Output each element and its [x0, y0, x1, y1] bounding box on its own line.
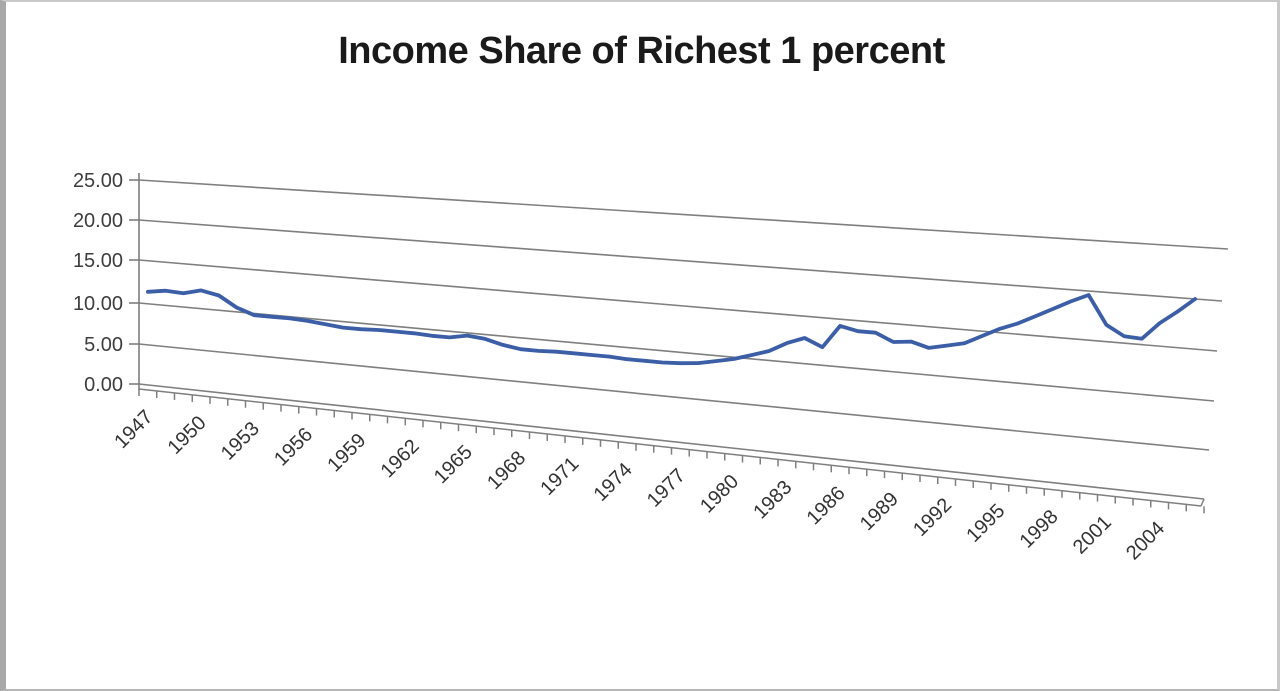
gridline-15 — [138, 259, 1218, 352]
x-tick-label: 1992 — [909, 494, 956, 541]
floor-front-edge — [138, 388, 1202, 507]
x-tick-label: 1998 — [1016, 506, 1063, 553]
x-tick-label: 1971 — [536, 453, 583, 500]
gridline-10 — [138, 302, 1215, 402]
income-share-line-series — [146, 288, 1197, 366]
chart-title: Income Share of Richest 1 percent — [338, 30, 945, 72]
gridline-5 — [138, 343, 1210, 451]
x-tick-label: 1959 — [323, 429, 370, 476]
gridline-25 — [138, 179, 1229, 250]
y-tick-label: 20.00 — [73, 210, 123, 232]
y-tick-label: 15.00 — [73, 250, 123, 272]
x-tick-label: 1947 — [110, 406, 157, 453]
x-tick-label: 2004 — [1122, 517, 1169, 564]
x-tick-label: 1962 — [377, 435, 424, 482]
x-tick-label: 1965 — [430, 441, 477, 488]
x-tick-label: 1974 — [590, 459, 637, 506]
y-axis — [129, 173, 140, 390]
chart-canvas: 25.00 20.00 15.00 10.00 5.00 0.00 1947 1950 1953… — [73, 170, 1229, 564]
x-tick-label: 1977 — [643, 465, 690, 512]
y-axis-labels: 25.00 20.00 15.00 10.00 5.00 0.00 — [73, 170, 123, 396]
gridline-20 — [138, 219, 1223, 302]
floor-right-edge — [1200, 498, 1205, 507]
x-tick-label: 1986 — [803, 482, 850, 529]
x-tick-label: 1968 — [483, 447, 530, 494]
x-tick-label: 1950 — [164, 412, 211, 459]
y-tick-label: 5.00 — [84, 334, 123, 356]
gridline-0 — [138, 383, 1205, 500]
x-tick-label: 2001 — [1069, 512, 1116, 559]
x-tick-label: 1995 — [962, 500, 1009, 547]
y-tick-label: 0.00 — [84, 374, 123, 396]
x-tick-label: 1980 — [696, 470, 743, 517]
x-axis-floor — [138, 388, 1205, 514]
x-tick-label: 1953 — [217, 418, 264, 465]
x-tick-label: 1989 — [856, 488, 903, 535]
x-tick-label: 1956 — [270, 424, 317, 471]
x-tick-label: 1983 — [749, 476, 796, 523]
grid-lines — [138, 179, 1229, 500]
y-tick-label: 10.00 — [73, 293, 123, 315]
y-tick-label: 25.00 — [73, 170, 123, 192]
